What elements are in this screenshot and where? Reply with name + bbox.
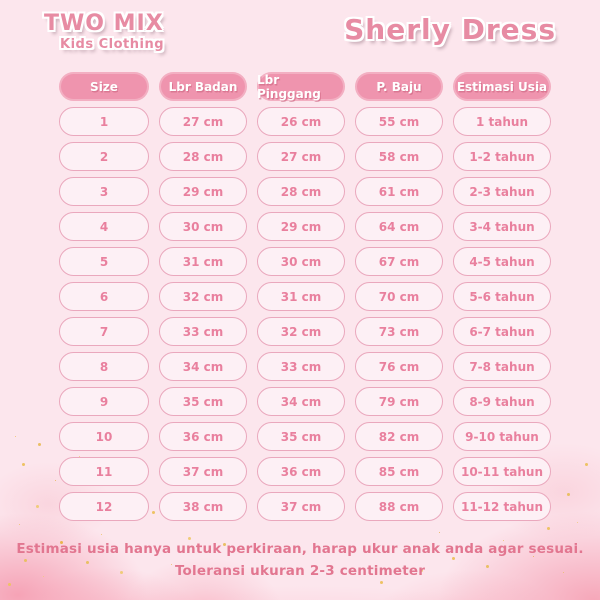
- table-cell-r8-c5: 7-8 tahun: [453, 352, 551, 381]
- table-cell-r5-c2: 31 cm: [159, 247, 247, 276]
- table-cell-r7-c5: 6-7 tahun: [453, 317, 551, 346]
- table-cell-r5-c5: 4-5 tahun: [453, 247, 551, 276]
- table-cell-r3-c2: 29 cm: [159, 177, 247, 206]
- table-cell-r10-c5: 9-10 tahun: [453, 422, 551, 451]
- header-cell-lbr-badan: Lbr Badan: [159, 72, 247, 101]
- table-cell-r1-c3: 26 cm: [257, 107, 345, 136]
- footer-note: Estimasi usia hanya untuk perkiraan, har…: [0, 538, 600, 582]
- table-cell-r2-c4: 58 cm: [355, 142, 443, 171]
- header-cell-estimasi-usia: Estimasi Usia: [453, 72, 551, 101]
- table-cell-r3-c4: 61 cm: [355, 177, 443, 206]
- table-cell-r4-c1: 4: [59, 212, 149, 241]
- table-cell-r9-c1: 9: [59, 387, 149, 416]
- table-cell-r2-c2: 28 cm: [159, 142, 247, 171]
- table-cell-r1-c1: 1: [59, 107, 149, 136]
- table-cell-r8-c3: 33 cm: [257, 352, 345, 381]
- page-title: Sherly Dress: [344, 13, 556, 46]
- table-cell-r5-c3: 30 cm: [257, 247, 345, 276]
- table-cell-r8-c4: 76 cm: [355, 352, 443, 381]
- table-cell-r12-c3: 37 cm: [257, 492, 345, 521]
- table-cell-r8-c2: 34 cm: [159, 352, 247, 381]
- table-cell-r10-c2: 36 cm: [159, 422, 247, 451]
- table-cell-r10-c1: 10: [59, 422, 149, 451]
- table-cell-r3-c3: 28 cm: [257, 177, 345, 206]
- table-cell-r11-c4: 85 cm: [355, 457, 443, 486]
- brand-logo: TWO MIX Kids Clothing: [44, 11, 165, 52]
- table-cell-r7-c2: 33 cm: [159, 317, 247, 346]
- table-cell-r6-c4: 70 cm: [355, 282, 443, 311]
- table-cell-r7-c1: 7: [59, 317, 149, 346]
- header-cell-size: Size: [59, 72, 149, 101]
- table-cell-r1-c2: 27 cm: [159, 107, 247, 136]
- table-cell-r9-c4: 79 cm: [355, 387, 443, 416]
- table-cell-r11-c5: 10-11 tahun: [453, 457, 551, 486]
- footer-line-2: Toleransi ukuran 2-3 centimeter: [174, 563, 426, 579]
- table-cell-r4-c4: 64 cm: [355, 212, 443, 241]
- brand-tagline: Kids Clothing: [60, 37, 165, 52]
- brand-name: TWO MIX: [44, 11, 164, 36]
- table-cell-r12-c1: 12: [59, 492, 149, 521]
- size-chart-table: Size Lbr Badan Lbr Pinggang P. Baju Estimasi…: [59, 72, 551, 521]
- table-cell-r6-c3: 31 cm: [257, 282, 345, 311]
- table-cell-r1-c5: 1 tahun: [453, 107, 551, 136]
- table-cell-r3-c1: 3: [59, 177, 149, 206]
- table-cell-r4-c2: 30 cm: [159, 212, 247, 241]
- table-cell-r8-c1: 8: [59, 352, 149, 381]
- table-cell-r6-c1: 6: [59, 282, 149, 311]
- table-cell-r11-c2: 37 cm: [159, 457, 247, 486]
- table-cell-r6-c2: 32 cm: [159, 282, 247, 311]
- table-cell-r12-c5: 11-12 tahun: [453, 492, 551, 521]
- table-cell-r2-c3: 27 cm: [257, 142, 345, 171]
- table-cell-r7-c4: 73 cm: [355, 317, 443, 346]
- table-cell-r2-c1: 2: [59, 142, 149, 171]
- table-cell-r2-c5: 1-2 tahun: [453, 142, 551, 171]
- header-cell-p-baju: P. Baju: [355, 72, 443, 101]
- gold-speckles-left: [8, 583, 11, 586]
- table-cell-r10-c3: 35 cm: [257, 422, 345, 451]
- table-cell-r6-c5: 5-6 tahun: [453, 282, 551, 311]
- table-cell-r11-c3: 36 cm: [257, 457, 345, 486]
- header-cell-lbr-pinggang: Lbr Pinggang: [257, 72, 345, 101]
- table-cell-r5-c4: 67 cm: [355, 247, 443, 276]
- table-cell-r10-c4: 82 cm: [355, 422, 443, 451]
- table-cell-r9-c2: 35 cm: [159, 387, 247, 416]
- table-cell-r9-c3: 34 cm: [257, 387, 345, 416]
- table-cell-r11-c1: 11: [59, 457, 149, 486]
- table-cell-r1-c4: 55 cm: [355, 107, 443, 136]
- table-cell-r3-c5: 2-3 tahun: [453, 177, 551, 206]
- table-cell-r5-c1: 5: [59, 247, 149, 276]
- footer-line-1: Estimasi usia hanya untuk perkiraan, har…: [16, 541, 584, 557]
- table-cell-r4-c3: 29 cm: [257, 212, 345, 241]
- table-cell-r4-c5: 3-4 tahun: [453, 212, 551, 241]
- table-cell-r12-c2: 38 cm: [159, 492, 247, 521]
- table-cell-r7-c3: 32 cm: [257, 317, 345, 346]
- table-cell-r9-c5: 8-9 tahun: [453, 387, 551, 416]
- table-cell-r12-c4: 88 cm: [355, 492, 443, 521]
